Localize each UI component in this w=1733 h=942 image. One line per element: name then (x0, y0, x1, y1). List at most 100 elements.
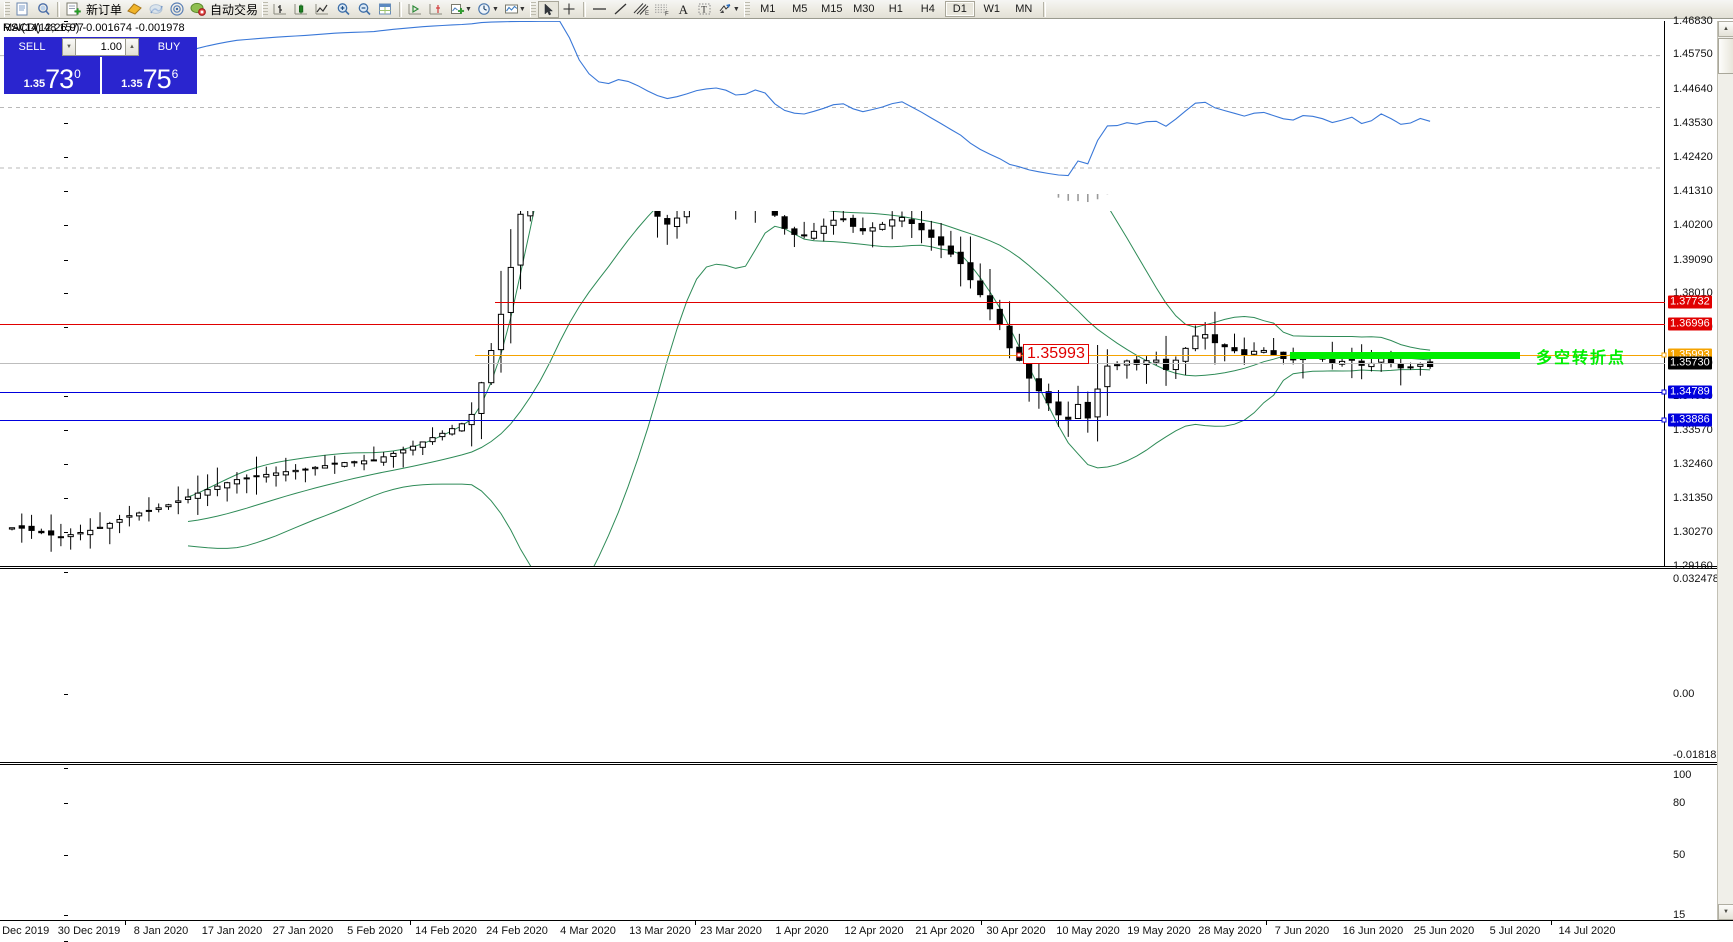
text-label-icon[interactable]: T (694, 1, 715, 18)
cursor-icon[interactable] (537, 0, 559, 18)
price-tag-anchor[interactable] (1016, 352, 1022, 358)
profiles-icon[interactable] (33, 1, 54, 18)
bar-chart-icon[interactable] (270, 1, 291, 18)
toolbar-grip-lines[interactable] (529, 1, 536, 17)
sell-button[interactable]: SELL (4, 37, 60, 57)
price-level-anchor[interactable] (1661, 417, 1667, 423)
market-watch-icon[interactable] (166, 1, 187, 18)
scroll-down-icon[interactable]: ▼ (1718, 904, 1733, 920)
price-level-line[interactable] (0, 324, 1665, 326)
timeframe-h1[interactable]: H1 (888, 3, 903, 15)
horizontal-line-icon[interactable] (589, 1, 610, 18)
price-level-line[interactable] (0, 363, 1665, 365)
date-axis-tick-label: 13 Mar 2020 (629, 925, 691, 937)
add-indicator-icon[interactable] (447, 1, 468, 18)
price-level-line[interactable] (495, 301, 1665, 303)
timeframe-h4[interactable]: H4 (920, 3, 935, 15)
trendline-icon[interactable] (610, 1, 631, 18)
price-level-badge[interactable]: 1.37732 (1668, 295, 1712, 309)
price-level-badge[interactable]: 1.34789 (1668, 385, 1712, 399)
scrollbar-thumb[interactable] (1718, 38, 1733, 74)
vertical-scrollbar[interactable]: ▲ ▼ (1717, 21, 1733, 920)
auto-scroll-icon[interactable] (405, 1, 426, 18)
pane-separator-rsi[interactable] (0, 762, 1733, 765)
date-axis-tick (981, 921, 982, 925)
arrows-chevron-down-icon[interactable]: ▼ (732, 5, 740, 13)
timeframe-w1[interactable]: W1 (983, 3, 1001, 15)
volume-input[interactable]: 1.00 (76, 38, 125, 56)
period-clock-icon[interactable] (474, 1, 495, 18)
date-axis-tick-label: 10 May 2020 (1056, 925, 1120, 937)
timeframe-m30[interactable]: M30 (853, 3, 875, 15)
timeframe-m5[interactable]: M5 (792, 3, 808, 15)
price-level-badge[interactable]: 1.36996 (1668, 317, 1712, 331)
templates-icon[interactable] (501, 1, 522, 18)
fibonacci-icon[interactable]: F (652, 1, 673, 18)
toolbar-grip-charts[interactable] (262, 1, 269, 17)
toolbar-grip-standard[interactable] (4, 1, 10, 17)
bull-bear-turning-point-annotation[interactable]: 多空转折点 (1536, 348, 1627, 368)
price-axis-tick-label: 1.39090 (1673, 253, 1713, 266)
price-axis-tick-label: 1.29160 (1673, 560, 1713, 572)
autotrading-label[interactable]: 自动交易 (210, 2, 259, 17)
add-indicator-chevron-down-icon[interactable]: ▼ (465, 5, 472, 13)
price-level-anchor[interactable] (1661, 352, 1667, 358)
one-click-trading-panel[interactable]: SELL ▼ 1.00 ▲ BUY 1.35 73 0 1.35 75 6 (4, 37, 197, 94)
zoom-out-icon[interactable] (354, 1, 375, 18)
equidistant-channel-icon[interactable]: E (631, 1, 652, 18)
price-axis-tick-label: 1.30270 (1673, 525, 1713, 538)
buy-price-display[interactable]: 1.35 75 6 (101, 57, 197, 94)
new-order-label[interactable]: 新订单 (86, 2, 123, 17)
volume-increment-icon[interactable]: ▲ (125, 38, 139, 56)
volume-decrement-icon[interactable]: ▼ (62, 38, 76, 56)
scroll-up-icon[interactable]: ▲ (1718, 21, 1733, 37)
buy-button[interactable]: BUY (141, 37, 197, 57)
new-chart-icon[interactable] (12, 1, 33, 18)
price-level-line[interactable] (0, 420, 1665, 422)
expert-advisors-icon[interactable] (124, 1, 145, 18)
templates-chevron-down-icon[interactable]: ▼ (518, 5, 526, 13)
timeframe-mn[interactable]: MN (1015, 3, 1033, 15)
price-level-anchor[interactable] (1661, 389, 1667, 395)
chart-shift-icon[interactable] (426, 1, 447, 18)
timeframe-d1[interactable]: D1 (944, 1, 975, 17)
date-axis-tick-label: 17 Jan 2020 (201, 925, 263, 937)
date-axis-tick-label: 7 Jun 2020 (1274, 925, 1330, 937)
text-tool-icon[interactable]: A (673, 1, 694, 18)
price-axis-tick (64, 259, 68, 261)
price-axis-tick-label: 1.41310 (1673, 185, 1713, 198)
autotrading-icon[interactable] (187, 1, 208, 18)
date-axis-tick-label: 28 May 2020 (1198, 925, 1262, 937)
indicators-icon[interactable] (145, 1, 166, 18)
toolbar-separator-1 (57, 1, 60, 17)
line-chart-icon[interactable] (312, 1, 333, 18)
date-axis-tick-label: 5 Feb 2020 (347, 925, 403, 937)
rsi-plot-area[interactable] (0, 21, 1733, 194)
new-order-icon[interactable] (63, 1, 84, 18)
support-zone-rectangle[interactable] (1290, 352, 1520, 360)
price-axis-tick (64, 122, 68, 124)
toolbar-separator-3 (582, 1, 586, 17)
data-window-icon[interactable] (375, 1, 396, 18)
volume-control[interactable]: ▼ 1.00 ▲ (60, 37, 141, 57)
pane-separator-macd[interactable] (0, 566, 1733, 569)
crosshair-icon[interactable] (559, 1, 580, 18)
candlestick-chart-icon[interactable] (291, 1, 312, 18)
macd-axis-tick-label: 0.00 (1673, 687, 1695, 700)
price-axis-tick-label: 1.31350 (1673, 492, 1713, 505)
timeframe-m1[interactable]: M1 (760, 3, 776, 15)
price-level-line[interactable] (0, 392, 1665, 394)
toolbar-grip-timeframes[interactable] (743, 1, 750, 17)
rsi-axis-line (1664, 21, 1665, 194)
arrows-icon[interactable] (715, 1, 736, 18)
period-chevron-down-icon[interactable]: ▼ (491, 5, 499, 13)
price-axis-tick-label: 1.44640 (1673, 82, 1713, 95)
sell-price-display[interactable]: 1.35 73 0 (4, 57, 100, 94)
price-level-badge[interactable]: 1.35730 (1668, 356, 1712, 370)
zoom-in-icon[interactable] (333, 1, 354, 18)
timeframe-m15[interactable]: M15 (821, 3, 843, 15)
date-axis-tick-label: 20 Dec 2019 (0, 925, 50, 937)
rsi-pane[interactable]: RSI(14) 48.1577 (0, 21, 1733, 194)
price-level-badge[interactable]: 1.33886 (1668, 413, 1712, 427)
price-tag-label[interactable]: 1.35993 (1023, 344, 1089, 365)
